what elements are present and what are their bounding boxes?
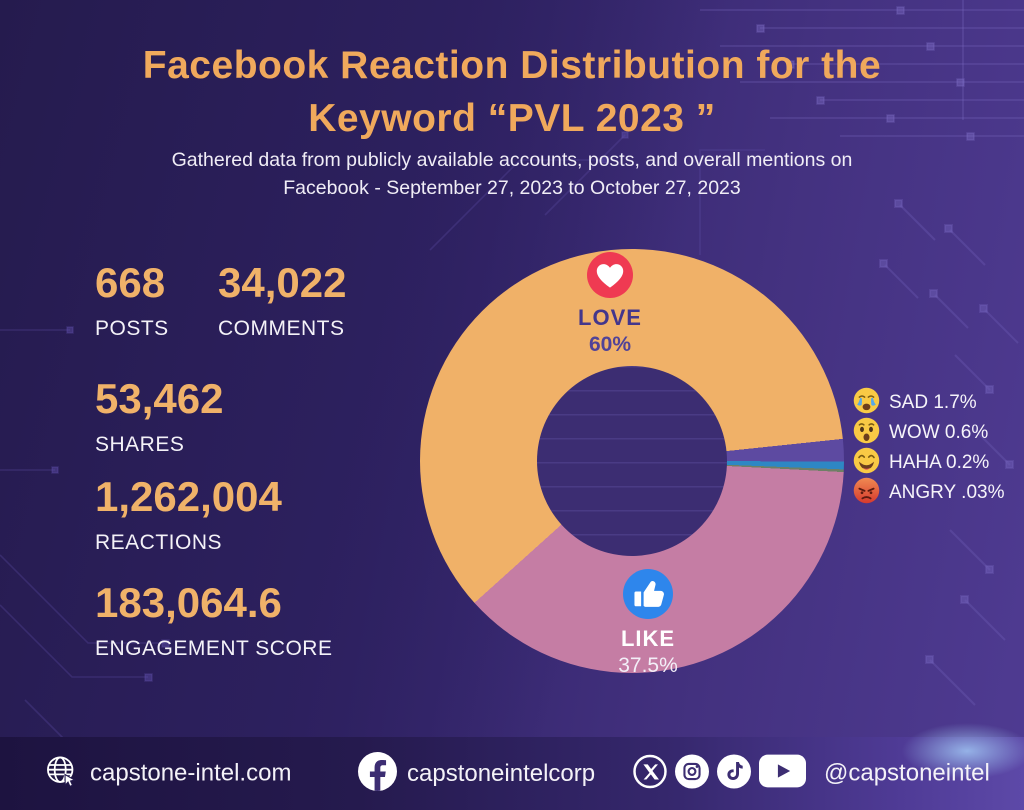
footer-website: capstone-intel.com — [44, 753, 291, 794]
angry-emoji-icon — [853, 477, 880, 509]
page-title-line2: Keyword “PVL 2023 ” — [308, 96, 716, 140]
tiktok-icon — [717, 754, 759, 793]
like-reaction-icon — [623, 569, 673, 624]
legend-angry-label: ANGRY .03% — [889, 482, 1005, 503]
wow-emoji-icon — [853, 417, 880, 449]
page-title-line1: Facebook Reaction Distribution for the — [142, 44, 882, 87]
like-percentage: 37.5% — [618, 654, 678, 677]
footer-facebook: capstoneintelcorp — [358, 751, 596, 796]
haha-emoji-icon — [853, 447, 880, 479]
instagram-icon — [675, 754, 717, 793]
stat-comments-value: 34,022 — [218, 259, 347, 306]
legend-item-sad: SAD 1.7% — [853, 387, 1004, 419]
stat-engagement-label: ENGAGEMENT SCORE — [95, 637, 333, 660]
footer-facebook-text: capstoneintelcorp — [407, 759, 596, 787]
stat-reactions: 1,262,004 REACTIONS — [95, 476, 282, 555]
love-callout: LOVE 60% — [540, 252, 680, 357]
youtube-icon — [759, 754, 814, 793]
sad-emoji-icon — [853, 387, 880, 419]
stat-posts: 668 POSTS — [95, 262, 169, 341]
donut-hole — [537, 366, 727, 556]
stat-shares-value: 53,462 — [95, 375, 224, 422]
legend-item-haha: HAHA 0.2% — [853, 447, 1004, 479]
footer-social: @capstoneintel — [633, 754, 990, 793]
stat-reactions-label: REACTIONS — [95, 531, 223, 554]
stat-shares: 53,462 SHARES — [95, 378, 223, 457]
page-subtitle-line1: Gathered data from publicly available ac… — [171, 149, 853, 171]
legend-haha-label: HAHA 0.2% — [889, 452, 990, 473]
footer-website-text: capstone-intel.com — [90, 759, 292, 787]
legend-item-wow: WOW 0.6% — [853, 417, 1004, 449]
love-reaction-icon — [587, 252, 633, 303]
legend-sad-label: SAD 1.7% — [889, 392, 977, 413]
legend-item-angry: ANGRY .03% — [853, 477, 1005, 509]
footer-bar: capstone-intel.com capstoneintelcorp — [0, 723, 1024, 810]
stat-reactions-value: 1,262,004 — [95, 473, 282, 520]
love-label: LOVE — [578, 305, 642, 330]
chart-legend: SAD 1.7% WOW 0.6% — [853, 387, 1005, 510]
page-subtitle: Gathered data from publicly available ac… — [0, 146, 1024, 203]
footer-social-text: @capstoneintel — [824, 759, 990, 787]
love-percentage: 60% — [588, 333, 632, 356]
stat-comments: 34,022 COMMENTS — [218, 262, 346, 341]
globe-icon — [44, 753, 80, 794]
legend-wow-label: WOW 0.6% — [889, 422, 989, 443]
stat-shares-label: SHARES — [95, 433, 185, 456]
x-twitter-icon — [633, 754, 675, 793]
page-title: Facebook Reaction Distribution for the K… — [0, 40, 1024, 145]
like-callout: LIKE 37.5% — [578, 569, 718, 678]
stat-engagement-value: 183,064.6 — [95, 579, 282, 626]
facebook-icon — [358, 751, 397, 796]
donut-chart: LOVE 60% LIKE 37.5% — [420, 249, 844, 677]
stat-engagement: 183,064.6 ENGAGEMENT SCORE — [95, 582, 332, 661]
stat-comments-label: COMMENTS — [218, 317, 345, 340]
like-label: LIKE — [620, 626, 676, 651]
stat-posts-value: 668 — [95, 259, 166, 306]
page-subtitle-line2: Facebook - September 27, 2023 to October… — [283, 177, 741, 200]
stat-posts-label: POSTS — [95, 317, 169, 340]
